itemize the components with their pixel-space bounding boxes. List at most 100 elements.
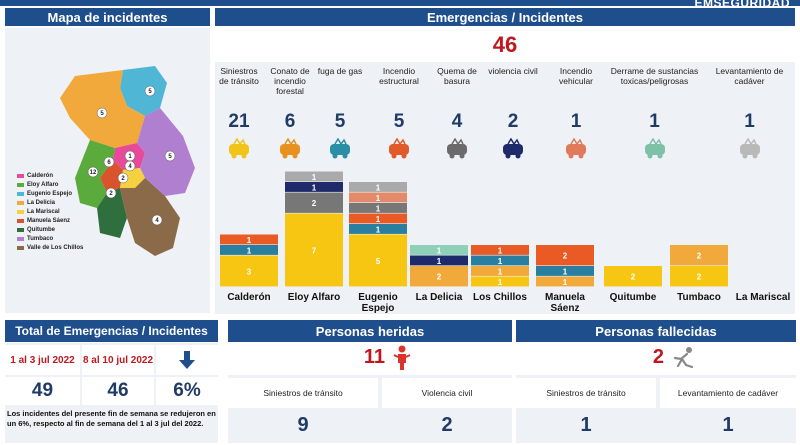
bar-segment-label: 2 — [697, 252, 702, 261]
map-region-calderon — [120, 66, 167, 116]
category-count: 6 — [284, 111, 296, 132]
map-region-manuela-saenz — [100, 160, 123, 193]
legend-swatch — [17, 228, 24, 232]
category-label: Levantamiento de cadáver — [715, 66, 784, 86]
district-label: Eugenio Espejo — [358, 292, 398, 314]
bar-segment — [349, 203, 407, 213]
bar-segment — [536, 266, 594, 276]
bar-segment-label: 1 — [563, 267, 568, 276]
bar-segment-label: 2 — [631, 273, 636, 282]
legend-label: Manuela Sáenz — [27, 218, 71, 224]
category-count: 1 — [744, 111, 755, 132]
bar-segment-label: 2 — [563, 252, 568, 261]
bar-segment-label: 1 — [563, 278, 568, 287]
deceased-person-icon — [673, 347, 694, 369]
bar-segment — [536, 276, 594, 287]
heridas-item-value: 2 — [441, 414, 453, 436]
period-previous: 1 al 3 jul 2022 — [5, 345, 80, 375]
legend-item: Tumbaco — [17, 236, 53, 242]
civil-violence-icon — [500, 137, 526, 160]
totals-note: Los incidentes del presente fin de seman… — [7, 409, 216, 428]
value-previous: 49 — [5, 377, 80, 405]
category-label: Incendio vehicular — [558, 66, 594, 86]
fallecidas-title: Personas fallecidas — [516, 320, 796, 342]
legend-label: La Mariscal — [27, 209, 60, 215]
district-label: Tumbaco — [677, 292, 721, 303]
bar-segment — [471, 245, 529, 255]
legend-item: La Mariscal — [17, 209, 60, 215]
district-label: Los Chillos — [473, 292, 527, 303]
legend-label: Tumbaco — [27, 236, 54, 242]
bar-segment — [285, 192, 343, 213]
legend-label: Eloy Alfaro — [27, 182, 59, 188]
emergencias-total: 46 — [492, 32, 518, 57]
category-count: 1 — [570, 111, 582, 132]
category-count: 5 — [393, 111, 405, 132]
bar-segment-label: 1 — [312, 173, 317, 182]
bar-segment-label: 1 — [376, 204, 381, 213]
fallecidas-item-label: Siniestros de tránsito — [516, 378, 656, 408]
category-count: 2 — [507, 111, 519, 132]
fallecidas-item-value: 1 — [722, 414, 734, 436]
bar-segment-label: 2 — [312, 199, 317, 208]
map-region-valle-chillos — [120, 178, 180, 256]
fallecidas-total: 2 — [652, 346, 664, 368]
district-label: Quitumbe — [609, 292, 657, 303]
bar-segment — [670, 266, 728, 287]
map-label: 5 — [100, 111, 104, 117]
map-label: 5 — [168, 154, 172, 160]
bar-segment — [220, 255, 278, 287]
category-count: 4 — [451, 111, 463, 132]
legend-item: Quitumbe — [17, 227, 55, 233]
legend-swatch — [17, 246, 24, 250]
map-label: 2 — [121, 176, 125, 182]
category-label: Conato de incendio forestal — [270, 66, 310, 96]
legend-label: La Delicia — [27, 200, 56, 206]
category-count: 21 — [228, 111, 250, 132]
legend-swatch — [17, 237, 24, 241]
bar-segment — [220, 234, 278, 245]
bar-segment-label: 1 — [247, 246, 252, 255]
category-count: 5 — [334, 111, 346, 132]
bar-segment-label: 1 — [498, 257, 503, 266]
heridas-total: 11 — [363, 346, 385, 368]
totals-title: Total de Emergencias / Incidentes — [5, 320, 218, 342]
district-label: Eloy Alfaro — [287, 292, 341, 303]
emergencias-title: Emergencias / Incidentes — [215, 8, 795, 26]
legend-item: Eloy Alfaro — [17, 182, 58, 188]
bar-segment-label: 1 — [376, 225, 381, 234]
bar-segment-label: 1 — [312, 183, 317, 192]
bar-segment-label: 1 — [498, 278, 503, 287]
heridas-title: Personas heridas — [228, 320, 512, 342]
value-current: 46 — [82, 377, 154, 405]
legend-item: Eugenio Espejo — [17, 191, 72, 197]
bar-segment — [604, 266, 662, 287]
incident-map[interactable]: 5 5 1 5 2 12 6 2 4 4 — [5, 28, 210, 313]
arrow-down-icon — [179, 351, 195, 369]
bar-segment — [220, 245, 278, 255]
category-label: Siniestros de tránsito — [219, 66, 259, 86]
bar-segment — [285, 182, 343, 192]
heridas-item-value: 9 — [297, 414, 309, 436]
category-label: fuga de gas — [317, 66, 363, 76]
bar-segment — [670, 245, 728, 266]
period-current: 8 al 10 jul 2022 — [82, 345, 154, 375]
map-label: 6 — [107, 160, 111, 166]
map-region-la-mariscal — [120, 168, 145, 188]
category-label: Quema de basura — [437, 66, 477, 86]
legend-label: Quitumbe — [27, 227, 55, 233]
bar-segment-label: 1 — [376, 194, 381, 203]
map-label: 5 — [148, 89, 152, 95]
fallecidas-item-value: 1 — [580, 414, 592, 436]
bar-segment — [285, 171, 343, 182]
injured-person-icon — [393, 345, 411, 370]
map-panel: 5 5 1 5 2 12 6 2 4 4 Calderón Eloy Alfaro… — [5, 28, 210, 313]
map-label: 1 — [128, 154, 132, 160]
bar-segment-label: 1 — [437, 246, 442, 255]
bar-segment-label: 1 — [437, 257, 442, 266]
garbage-fire-icon — [444, 137, 470, 160]
trend-cell — [156, 345, 218, 375]
legend-item: Calderón — [17, 173, 53, 179]
map-region-quitumbe — [97, 188, 127, 238]
change-percent: 6% — [156, 377, 218, 405]
